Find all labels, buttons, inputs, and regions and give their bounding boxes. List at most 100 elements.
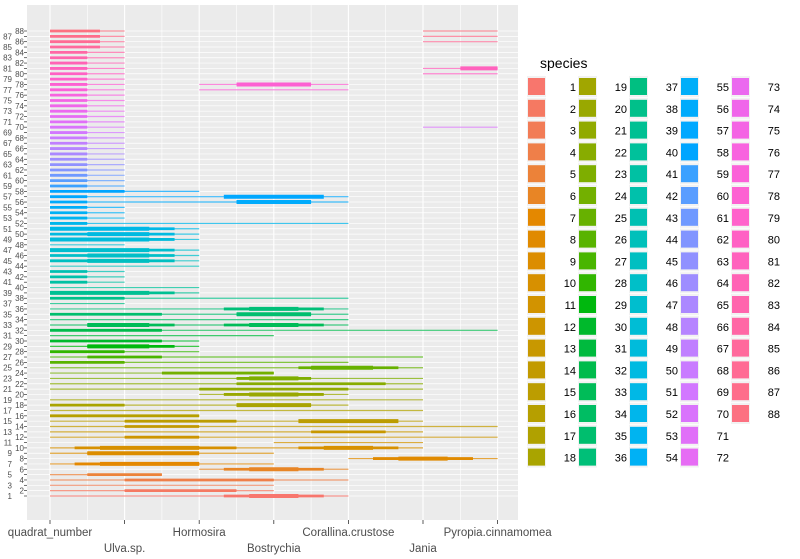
legend-key-36 <box>579 448 596 466</box>
y-tick-label: 88 <box>15 27 24 36</box>
legend-label-50: 50 <box>666 365 678 377</box>
legend-label-40: 40 <box>666 147 678 159</box>
legend-key-38 <box>630 99 647 117</box>
legend-key-9 <box>528 252 545 270</box>
legend-label-48: 48 <box>666 322 678 334</box>
y-tick-label: 39 <box>3 289 12 298</box>
legend-label-56: 56 <box>717 104 729 116</box>
legend-key-13 <box>528 339 545 357</box>
legend-key-17 <box>528 426 545 444</box>
y-tick-label: 1 <box>8 492 13 501</box>
y-tick-label: 47 <box>3 246 12 255</box>
legend-key-83 <box>732 296 749 313</box>
y-tick-label: 10 <box>15 444 24 453</box>
legend-label-26: 26 <box>615 235 627 247</box>
legend-label-73: 73 <box>768 82 780 94</box>
y-tick-label: 61 <box>3 171 12 180</box>
legend-key-26 <box>579 230 596 248</box>
legend-label-71: 71 <box>717 431 729 443</box>
legend-label-22: 22 <box>615 147 627 159</box>
y-tick-label: 85 <box>3 43 12 52</box>
legend-label-61: 61 <box>717 213 729 225</box>
legend-label-32: 32 <box>615 365 627 377</box>
y-tick-label: 63 <box>3 161 12 170</box>
y-tick-label: 54 <box>15 209 24 218</box>
y-tick-label: 16 <box>15 412 24 421</box>
legend-label-83: 83 <box>768 300 780 312</box>
legend-label-14: 14 <box>564 365 576 377</box>
legend-label-9: 9 <box>570 256 576 268</box>
legend-label-65: 65 <box>717 300 729 312</box>
legend-label-62: 62 <box>717 235 729 247</box>
legend-label-34: 34 <box>615 409 627 421</box>
legend-label-60: 60 <box>717 191 729 203</box>
y-tick-label: 4 <box>20 476 25 485</box>
legend-label-37: 37 <box>666 82 678 94</box>
x-tick-label-Corallina.crustose: Corallina.crustose <box>302 527 394 539</box>
legend-label-59: 59 <box>717 169 729 181</box>
legend-label-2: 2 <box>570 104 576 116</box>
legend-label-23: 23 <box>615 169 627 181</box>
legend-label-84: 84 <box>768 322 780 334</box>
legend-key-79 <box>732 208 749 226</box>
legend-key-78 <box>732 187 749 204</box>
legend-label-17: 17 <box>564 431 576 443</box>
legend-label-7: 7 <box>570 213 576 225</box>
legend-key-53 <box>630 426 647 444</box>
y-tick-label: 22 <box>15 380 24 389</box>
y-tick-label: 71 <box>3 118 12 127</box>
legend-label-86: 86 <box>768 365 780 377</box>
y-tick-label: 12 <box>15 433 24 442</box>
x-tick-label-Ulva.sp.: Ulva.sp. <box>104 543 146 555</box>
y-tick-label: 84 <box>15 48 24 57</box>
x-tick-label-Bostrychia: Bostrychia <box>247 543 301 555</box>
y-tick-label: 2 <box>20 487 25 496</box>
y-tick-label: 73 <box>3 107 12 116</box>
legend-key-37 <box>630 78 647 95</box>
y-tick-label: 6 <box>20 465 25 474</box>
legend-key-19 <box>579 78 596 95</box>
y-tick-label: 21 <box>3 385 12 394</box>
legend-key-80 <box>732 230 749 248</box>
x-axis: quadrat_number Ulva.sp. Hormosira Bostrychi… <box>8 520 552 555</box>
y-tick-label: 75 <box>3 96 12 105</box>
legend-key-3 <box>528 121 545 139</box>
y-tick-label: 65 <box>3 150 12 159</box>
series-lines <box>50 29 498 498</box>
y-tick-label: 42 <box>15 273 24 282</box>
y-tick-label: 46 <box>15 251 24 260</box>
legend-key-73 <box>732 78 749 95</box>
legend-label-4: 4 <box>570 147 576 159</box>
legend-label-81: 81 <box>768 256 780 268</box>
legend-key-74 <box>732 99 749 117</box>
y-tick-label: 32 <box>15 326 24 335</box>
y-tick-label: 38 <box>15 294 24 303</box>
y-tick-label: 57 <box>3 193 12 202</box>
y-tick-label: 14 <box>15 423 24 432</box>
legend-key-82 <box>732 274 749 292</box>
y-tick-label: 26 <box>15 358 24 367</box>
y-tick-label: 79 <box>3 75 12 84</box>
legend-key-1 <box>528 78 545 95</box>
legend-key-35 <box>579 426 596 444</box>
legend-label-21: 21 <box>615 126 627 138</box>
y-tick-label: 3 <box>8 481 13 490</box>
legend-key-85 <box>732 339 749 357</box>
legend-label-66: 66 <box>717 322 729 334</box>
legend-label-36: 36 <box>615 453 627 465</box>
x-tick-label-quadrat_number: quadrat_number <box>8 527 93 539</box>
y-tick-label: 68 <box>15 134 24 143</box>
legend-label-1: 1 <box>570 82 576 94</box>
legend-key-75 <box>732 121 749 139</box>
y-tick-label: 64 <box>15 155 24 164</box>
legend-key-54 <box>630 448 647 466</box>
y-tick-label: 59 <box>3 182 12 191</box>
legend-key-18 <box>528 448 545 466</box>
legend-key-84 <box>732 317 749 335</box>
legend-key-71 <box>681 426 698 444</box>
legend-key-42 <box>630 187 647 204</box>
x-tick-label-Hormosira: Hormosira <box>173 527 227 539</box>
legend-key-32 <box>579 361 596 379</box>
legend-label-39: 39 <box>666 126 678 138</box>
